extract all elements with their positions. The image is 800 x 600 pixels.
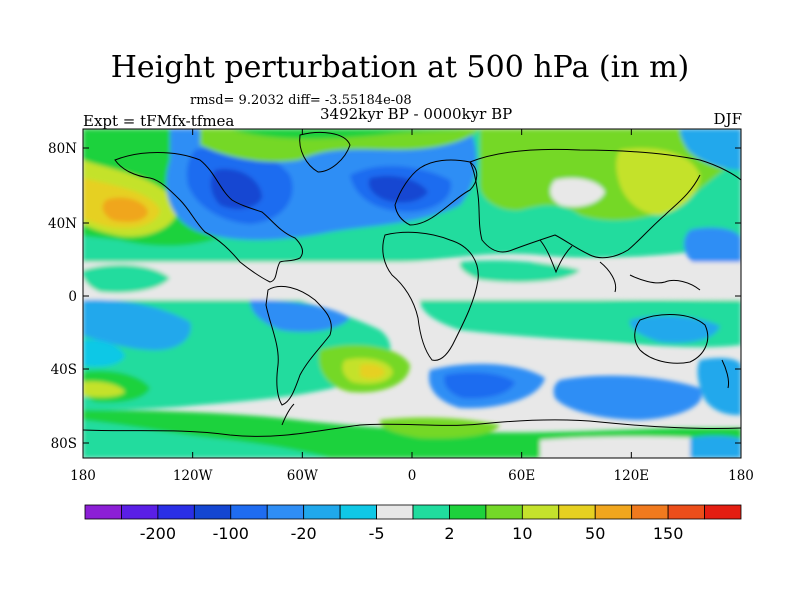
lat-tick-label: 40N [48,216,77,232]
coastline-europe [394,159,478,226]
contour-region [102,197,148,222]
contour-region [697,358,741,416]
colorbar-labels: -200 -100 -20 -5 2 10 50 150 [140,524,684,543]
contour-region [230,129,470,139]
contour-region [550,178,605,207]
contour-region [83,381,125,398]
time-period-label: 3492kyr BP - 0000kyr BP [320,105,513,123]
contour-region [459,260,580,283]
lon-tick-label: 120W [173,468,213,484]
colorbar-swatch [84,504,122,520]
experiment-label: Expt = tFMfx-tfmea [83,112,235,130]
lon-tick-label: 60W [287,468,318,484]
lon-tick-label: 60E [508,468,535,484]
coastline-greenland [299,132,351,173]
coastline-africa [382,231,479,361]
coastline-antarctica [83,419,741,437]
coastlines [83,132,741,437]
colorbar-swatch [193,504,232,520]
colorbar-swatch [485,504,523,520]
colorbar-swatch [667,504,705,520]
lon-tick-label: 0 [408,468,417,484]
lon-tick-label: 180 [70,468,96,484]
contour-region [629,315,720,343]
colorbar-swatch [121,504,159,520]
coastline-india [539,239,573,274]
contour-region [684,227,741,271]
contour-region [616,148,700,215]
colorbar-swatch [230,504,268,520]
colorbar-label: 2 [444,524,454,543]
rmsd-diff-stats: rmsd= 9.2032 diff= -3.55184e-08 [190,93,412,108]
colorbar-label: -20 [291,524,317,543]
colorbar-swatch [594,504,633,520]
coastline-asia [469,148,741,259]
season-label: DJF [713,110,742,128]
contour-region [553,375,702,420]
lat-tick-label: 40S [51,362,77,378]
coastline-new-zealand [721,359,729,389]
colorbar-swatch [157,504,195,520]
contour-region [379,417,500,439]
colorbar-swatch [631,504,669,520]
coastline-antarctic-peninsula [281,403,295,426]
longitude-axis: 180 120W 60W 0 60E 120E 180 [70,129,754,484]
map-title: Height perturbation at 500 hPa (in m) [110,50,690,85]
colorbar-swatch [558,504,596,520]
colorbar-swatch [339,504,377,520]
coastline-australia [634,314,709,364]
contour-region [368,175,428,203]
colorbar-swatch [412,504,450,520]
colorbar-swatch [521,504,560,520]
colorbar-label: -5 [369,524,385,543]
colorbar-label: -200 [140,524,176,543]
contour-region [83,299,191,351]
colorbar-label: 50 [585,524,605,543]
contour-region [83,262,741,302]
colorbar [84,504,742,520]
contour-field [83,129,741,458]
contour-region [200,129,480,162]
colorbar-swatch [449,504,487,520]
colorbar-label: 150 [653,524,684,543]
contour-region [83,264,170,293]
coastline-north-america [114,152,303,283]
lat-tick-label: 80S [51,436,77,452]
coastline-southeast-asia [599,261,701,293]
contour-region [360,363,385,379]
colorbar-label: 10 [512,524,532,543]
contour-region [83,339,125,367]
contour-region [250,300,350,332]
lon-tick-label: 180 [728,468,754,484]
contour-region [690,435,741,458]
lat-tick-label: 0 [68,289,77,305]
colorbar-swatch [376,504,414,520]
contour-region [444,372,515,399]
contour-region [210,169,262,210]
latitude-axis: 80N 40N 0 40S 80S [48,141,741,452]
contour-region [545,343,660,370]
colorbar-swatch [303,504,341,520]
colorbar-swatch [266,504,305,520]
lon-tick-label: 120E [614,468,650,484]
colorbar-label: -100 [213,524,249,543]
lat-tick-label: 80N [48,141,77,157]
colorbar-swatch [704,504,742,520]
contour-region [680,129,741,170]
contour-region [83,420,330,458]
coastline-south-america [265,285,332,406]
